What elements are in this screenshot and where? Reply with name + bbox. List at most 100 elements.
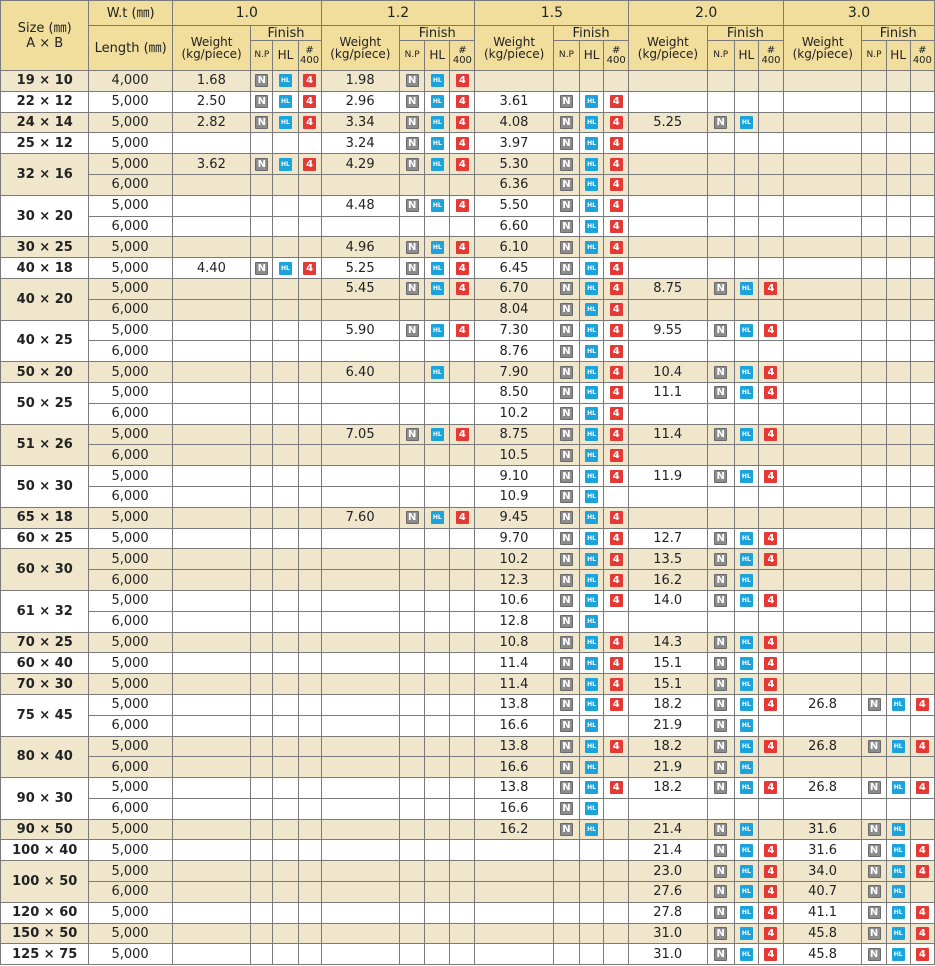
finish-cell [250, 381, 274, 404]
finish-cell: N [552, 714, 580, 737]
finish-cell [861, 569, 887, 591]
finish-cell [297, 485, 322, 508]
no400-badge: 4 [764, 552, 778, 566]
weight-cell: 13.8 [474, 735, 554, 758]
finish-cell [250, 922, 274, 945]
size-cell: 40 × 18 [0, 257, 90, 279]
finish-cell [909, 298, 935, 321]
weight-cell [171, 340, 252, 363]
finish-cell [706, 153, 735, 175]
finish-cell [861, 236, 887, 259]
finish-cell [885, 340, 911, 363]
np-badge: N [714, 386, 728, 400]
finish-cell: N [706, 319, 735, 342]
finish-cell [250, 298, 274, 321]
finish-cell [449, 215, 476, 238]
table-row: 60 × 40 5,000 11.4 N HL 4 15.1 N HL 4 [0, 652, 935, 675]
weight-cell: 11.4 [474, 673, 554, 695]
weight-cell: 1.68 [171, 70, 252, 92]
length-cell: 6,000 [88, 756, 173, 779]
np-badge: N [867, 947, 881, 961]
finish-cell [250, 173, 274, 196]
weight-cell [783, 257, 863, 279]
np-badge: N [255, 74, 269, 88]
finish-cell: HL [578, 527, 605, 550]
finish-cell [399, 527, 426, 550]
finish-cell [272, 444, 299, 467]
finish-cell [297, 444, 322, 467]
size-cell: 120 × 60 [0, 901, 90, 924]
finish-cell: HL [272, 70, 299, 92]
finish-cell: 4 [757, 589, 785, 612]
hl-badge: HL [585, 261, 599, 275]
np-badge: N [559, 178, 573, 192]
finish-cell [424, 714, 451, 737]
size-cell: 100 × 40 [0, 839, 90, 862]
finish-cell [757, 610, 785, 633]
size-cell: 75 × 45 [0, 693, 90, 737]
finish-cell: HL [733, 881, 759, 903]
finish-cell [757, 90, 785, 113]
weight-cell: 5.90 [320, 319, 401, 342]
finish-cell [733, 402, 759, 425]
hl-badge: HL [585, 719, 599, 733]
finish-cell: 4 [603, 693, 630, 716]
finish-cell [885, 277, 911, 300]
size-cell: 60 × 40 [0, 652, 90, 675]
weight-cell [320, 173, 401, 196]
np-badge: N [405, 511, 419, 525]
table-row: 6,000 16.6 N HL 21.9 N HL [1, 756, 935, 779]
finish-cell [449, 756, 476, 779]
weight-cell [171, 319, 252, 342]
finish-cell: N [552, 569, 580, 591]
table-row: 65 × 18 5,000 7.60 N HL 4 9.45 N HL 4 [0, 506, 935, 529]
hl-badge: HL [585, 365, 599, 379]
size-cell: 70 × 30 [0, 673, 90, 695]
finish-cell [449, 485, 476, 508]
finish-cell [272, 610, 299, 633]
finish-cell [861, 444, 887, 467]
finish-cell: 4 [603, 444, 630, 467]
size-cell: 50 × 30 [0, 465, 90, 508]
finish-cell [297, 277, 322, 300]
finish-cell [578, 901, 605, 924]
weight-cell: 7.05 [320, 423, 401, 446]
np-badge: N [405, 115, 419, 129]
weight-cell: 31.0 [628, 943, 708, 966]
length-cell: 5,000 [88, 777, 173, 799]
finish-cell: N [706, 652, 735, 675]
finish-cell [424, 631, 451, 654]
finish-cell: 4 [603, 340, 630, 363]
weight-cell: 5.30 [474, 153, 554, 175]
finish-cell: N [861, 860, 887, 883]
length-cell: 6,000 [88, 444, 173, 467]
finish-cell: 4 [757, 652, 785, 675]
finish-cell [861, 277, 887, 300]
finish-cell: 4 [603, 194, 630, 217]
finish-cell: N [706, 839, 735, 862]
finish-cell [272, 340, 299, 363]
finish-cell [909, 340, 935, 363]
finish-cell: HL [424, 423, 451, 446]
finish-cell [706, 70, 735, 92]
finish-cell: N [706, 714, 735, 737]
finish-cell: N [552, 548, 580, 571]
finish-cell: HL [424, 257, 451, 279]
hl-badge: HL [430, 240, 444, 254]
weight-cell [474, 943, 554, 966]
table-header: Size (㎜) A × B W.t (㎜) 1.0 1.2 1.5 2.0 3… [0, 0, 935, 71]
weight-cell [320, 881, 401, 903]
finish-cell [885, 90, 911, 113]
finish-cell: 4 [757, 901, 785, 924]
weight-cell [474, 839, 554, 862]
finish-cell [399, 173, 426, 196]
length-cell: 5,000 [88, 132, 173, 155]
finish-cell [861, 527, 887, 550]
finish-cell: HL [733, 361, 759, 383]
length-cell: 6,000 [88, 881, 173, 903]
np-badge: N [405, 261, 419, 275]
finish-header: Finish [552, 25, 630, 41]
finish-cell [909, 631, 935, 654]
finish-cell [272, 569, 299, 591]
finish-cell [250, 860, 274, 883]
